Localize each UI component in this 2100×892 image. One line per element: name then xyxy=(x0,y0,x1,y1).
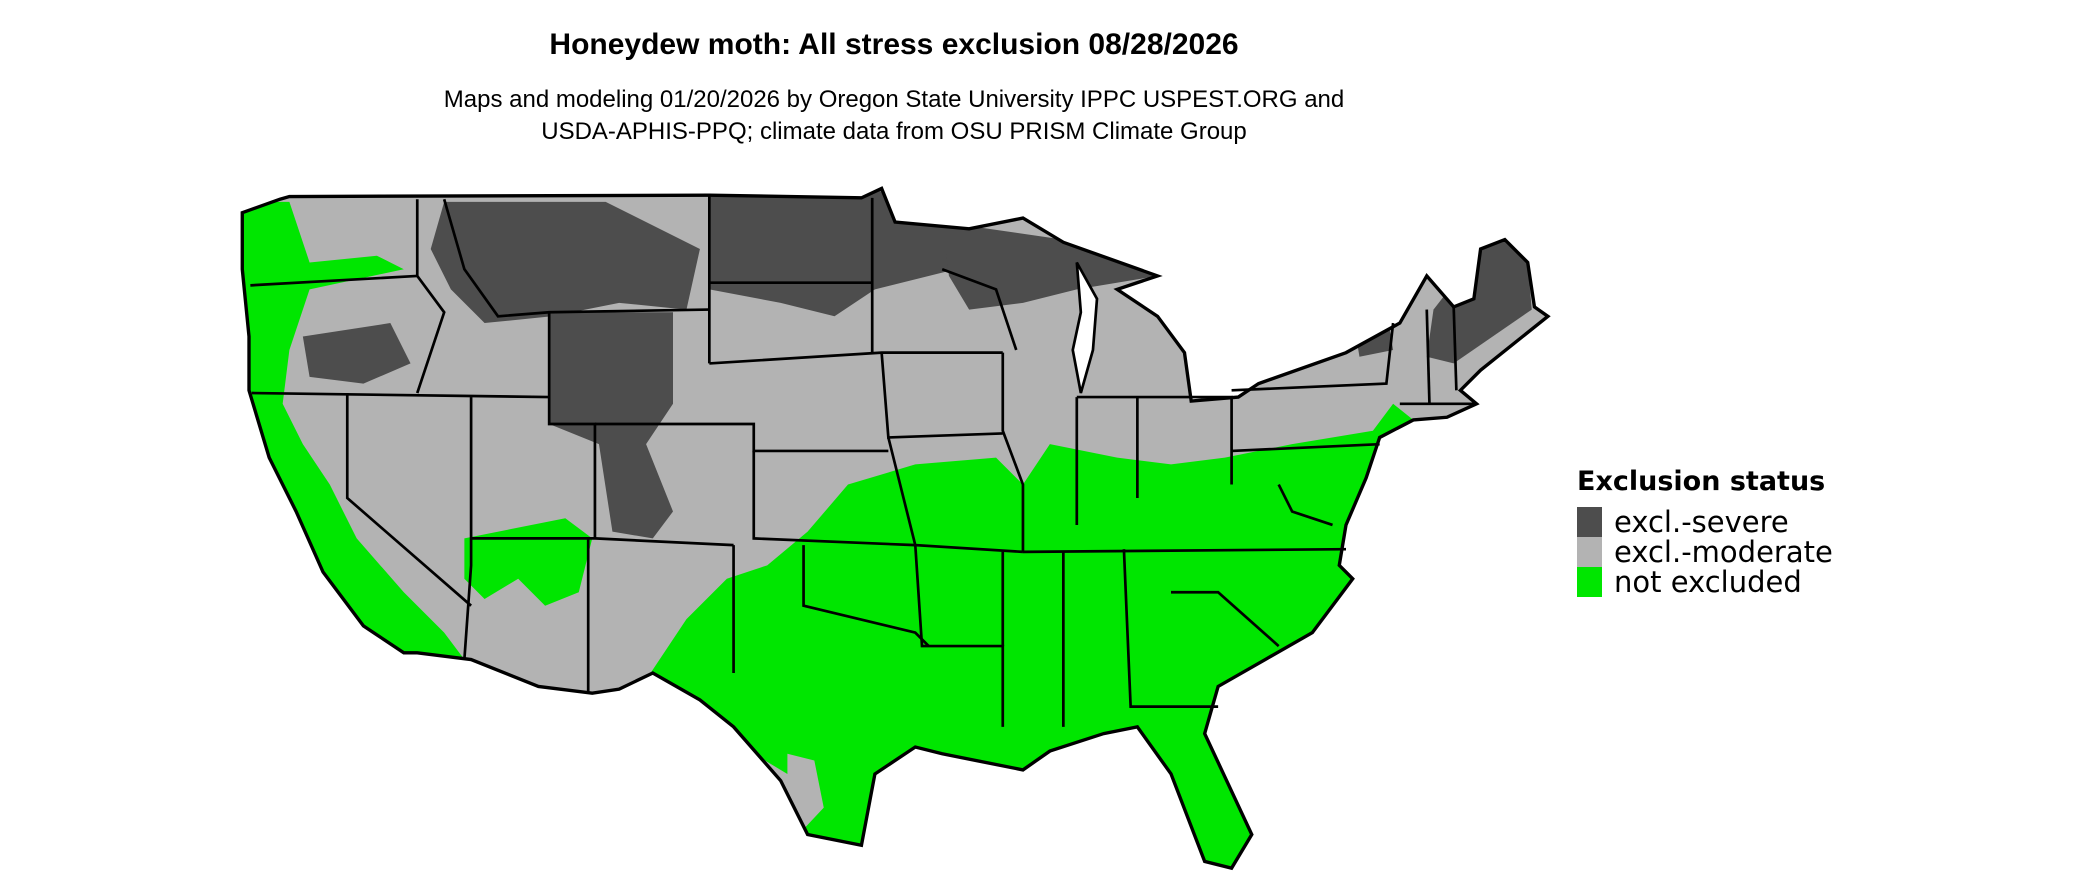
legend-swatch-moderate xyxy=(1577,537,1602,567)
legend-item-excl-moderate: excl.-moderate xyxy=(1577,537,1833,567)
green-southwest-desert xyxy=(464,518,593,606)
legend-title: Exclusion status xyxy=(1577,466,1826,497)
map-subtitle-line-1: Maps and modeling 01/20/2026 by Oregon S… xyxy=(443,86,1345,113)
legend-swatch-not-excluded xyxy=(1577,567,1602,597)
map-subtitle-line-2: USDA-APHIS-PPQ; climate data from OSU PR… xyxy=(541,118,1247,145)
severe-adirondacks xyxy=(1352,309,1394,357)
legend-label: excl.-moderate xyxy=(1614,535,1833,569)
severe-upper-great-lakes xyxy=(942,222,1158,310)
legend-item-not-excluded: not excluded xyxy=(1577,567,1833,597)
legend-swatch-severe xyxy=(1577,507,1602,537)
severe-new-england xyxy=(1426,239,1532,364)
severe-northern-rockies xyxy=(430,201,700,324)
legend: Exclusion status excl.-severe excl.-mode… xyxy=(1577,466,1833,597)
lake-michigan xyxy=(1071,261,1099,394)
state-borders xyxy=(250,196,1474,727)
legend-label: not excluded xyxy=(1614,565,1802,599)
map-title: Honeydew moth: All stress exclusion 08/2… xyxy=(549,28,1239,61)
legend-label: excl.-severe xyxy=(1614,505,1789,539)
severe-idaho-oregon xyxy=(302,323,411,384)
legend-item-excl-severe: excl.-severe xyxy=(1577,507,1833,537)
